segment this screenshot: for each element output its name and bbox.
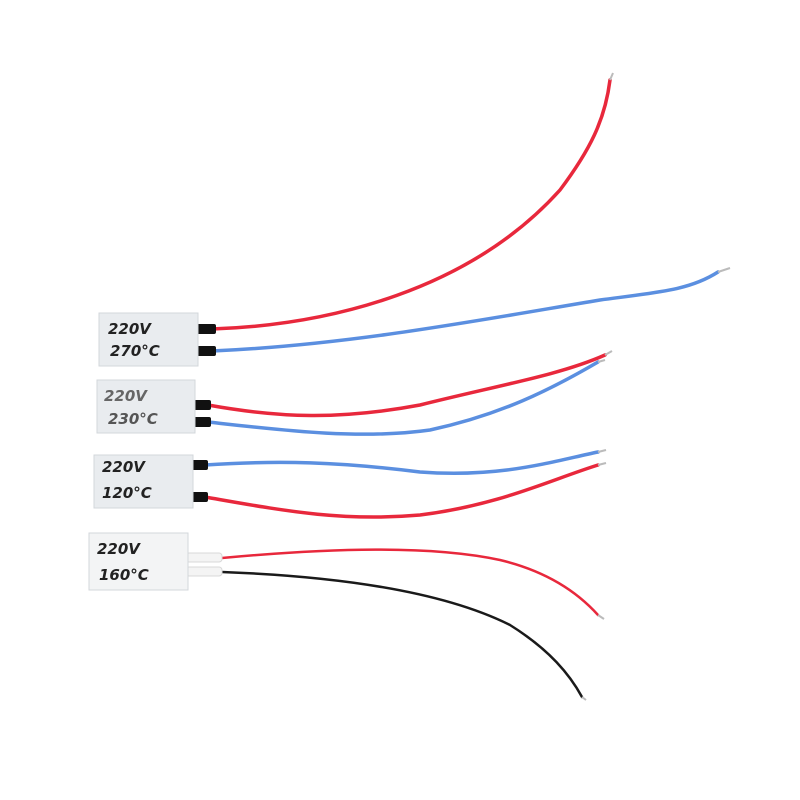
wire-black-4 <box>220 570 584 699</box>
heater-1-voltage: 220V <box>108 320 152 338</box>
heater-2-voltage: 220V <box>104 387 148 405</box>
heater-4-voltage: 220V <box>97 540 141 558</box>
heater-1-temperature: 270°C <box>110 342 160 360</box>
wire-blue-2 <box>206 360 600 436</box>
heater-4-temperature: 160°C <box>99 566 149 584</box>
heater-2-temperature: 230°C <box>108 410 158 428</box>
heater-body-2 <box>96 379 196 434</box>
wire-red-1 <box>210 78 612 331</box>
wire-red-2 <box>206 353 607 418</box>
heater-body-3 <box>93 454 194 509</box>
wire-red-3 <box>203 463 600 519</box>
heater-3-temperature: 120°C <box>102 484 152 502</box>
wire-red-4 <box>220 548 600 617</box>
heater-body-1 <box>98 312 199 367</box>
wire-blue-1 <box>210 270 720 353</box>
heater-3-voltage: 220V <box>102 458 146 476</box>
wire-blue-3 <box>203 450 600 476</box>
heater-body-4 <box>88 532 189 591</box>
